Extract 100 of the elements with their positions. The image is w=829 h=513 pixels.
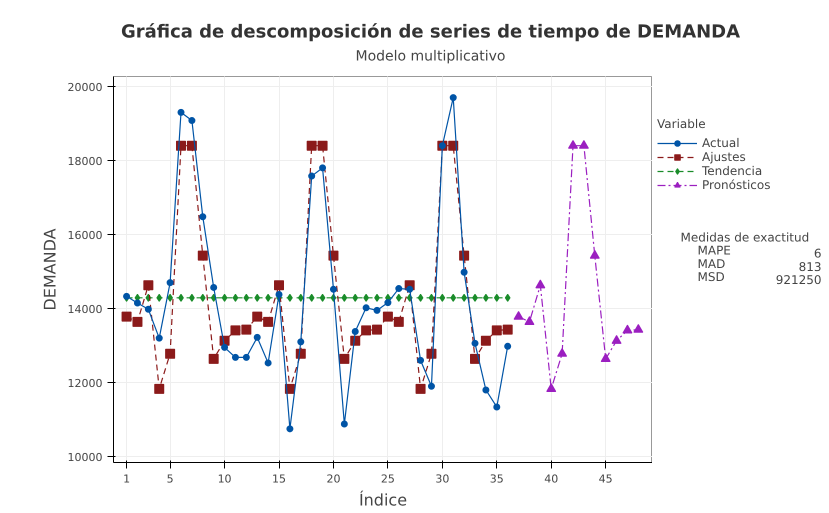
x-tick-label: 45 (598, 472, 613, 486)
point (504, 294, 511, 302)
point (480, 336, 491, 346)
point (546, 383, 556, 392)
x-tick-label: 40 (544, 472, 558, 486)
y-tick-label: 18000 (68, 155, 103, 168)
point (165, 348, 176, 359)
point (494, 294, 500, 302)
point (222, 294, 228, 302)
point (352, 328, 359, 335)
point (362, 304, 370, 312)
point (198, 250, 208, 261)
point (122, 312, 132, 322)
x-axis-title: Índice (358, 490, 408, 510)
x-tick-label: 5 (166, 472, 174, 486)
point (156, 294, 162, 302)
y-axis-title: DEMANDA (40, 228, 60, 311)
point (232, 354, 239, 361)
point (167, 294, 173, 302)
point (230, 325, 240, 336)
y-tick-label: 14000 (68, 303, 103, 316)
x-tick-label: 15 (272, 472, 286, 486)
x-tick-label: 10 (218, 472, 232, 486)
point (166, 279, 174, 286)
point (493, 403, 500, 410)
point (492, 325, 502, 336)
x-tick-label: 35 (490, 472, 504, 486)
point (557, 348, 568, 357)
point (264, 359, 272, 366)
point (374, 294, 380, 302)
point (483, 294, 489, 302)
point (199, 213, 206, 220)
y-tick-label: 12000 (68, 377, 103, 390)
point (524, 316, 534, 325)
point (418, 294, 424, 302)
point (144, 306, 152, 313)
point (265, 294, 271, 302)
x-tick-label: 30 (435, 472, 450, 486)
point (472, 294, 478, 302)
point (208, 354, 219, 364)
y-tick-label: 20000 (68, 80, 103, 94)
point (363, 294, 369, 302)
point (306, 140, 317, 151)
point (590, 250, 600, 259)
legend-label: Pronósticos (702, 178, 770, 192)
point (340, 420, 348, 428)
point (330, 286, 337, 293)
point (286, 425, 294, 432)
legend-label: Actual (702, 136, 740, 150)
x-tick-label: 20 (326, 472, 340, 486)
point (514, 310, 524, 320)
point (210, 284, 218, 291)
point (339, 354, 350, 364)
point (535, 280, 546, 288)
x-tick-label: 25 (380, 472, 395, 486)
text: 921250 (776, 272, 822, 287)
point (188, 117, 196, 124)
point (319, 164, 326, 172)
point (416, 384, 426, 394)
text: 813 (798, 260, 822, 274)
point (241, 324, 252, 335)
point (156, 334, 163, 342)
point (178, 294, 184, 302)
point (132, 316, 142, 327)
point (633, 324, 644, 333)
point (394, 316, 404, 327)
point (428, 382, 435, 390)
text: MSD (698, 270, 725, 284)
point (242, 354, 250, 361)
point (374, 306, 381, 314)
text: MAD (698, 256, 726, 271)
point (254, 294, 260, 302)
point (143, 280, 154, 290)
point (200, 294, 206, 302)
point (232, 294, 238, 302)
point (372, 324, 382, 335)
point (461, 294, 467, 302)
point (578, 140, 589, 149)
point (254, 334, 261, 341)
point (460, 268, 468, 276)
point (396, 294, 402, 302)
point (244, 294, 250, 302)
point (622, 324, 632, 334)
x-tick-label: 1 (123, 472, 130, 486)
point (440, 294, 446, 302)
legend-label: Ajustes (702, 150, 746, 164)
point (417, 356, 424, 364)
legend-label: Tendencia (702, 164, 762, 178)
point (134, 300, 141, 306)
text: Medidas de exactitud (680, 230, 810, 245)
point (361, 325, 372, 336)
point (428, 294, 434, 302)
point (382, 312, 393, 322)
point (568, 140, 578, 149)
y-tick-label: 10000 (68, 451, 103, 464)
y-tick-label: 16000 (68, 229, 103, 242)
point (189, 294, 195, 302)
point (298, 294, 304, 302)
point (274, 280, 284, 290)
legend-title: Variable (657, 117, 707, 131)
